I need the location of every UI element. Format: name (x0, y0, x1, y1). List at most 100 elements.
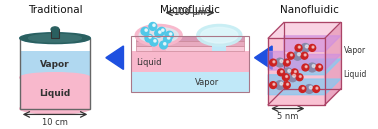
FancyBboxPatch shape (20, 51, 90, 78)
Circle shape (288, 73, 297, 82)
FancyBboxPatch shape (51, 29, 59, 38)
Circle shape (295, 45, 302, 51)
Circle shape (276, 58, 284, 67)
Circle shape (277, 69, 284, 76)
FancyBboxPatch shape (131, 72, 249, 92)
Circle shape (305, 66, 307, 68)
Text: Traditional: Traditional (28, 5, 82, 15)
Circle shape (145, 34, 153, 42)
Circle shape (309, 45, 316, 51)
Circle shape (301, 43, 310, 52)
Circle shape (316, 64, 322, 71)
Circle shape (299, 86, 306, 92)
Circle shape (167, 37, 170, 39)
Ellipse shape (20, 33, 90, 43)
FancyBboxPatch shape (20, 78, 90, 109)
Circle shape (169, 33, 172, 35)
Circle shape (280, 82, 283, 85)
Circle shape (154, 40, 156, 42)
Ellipse shape (139, 27, 178, 43)
Circle shape (291, 69, 298, 76)
Circle shape (312, 46, 314, 48)
Ellipse shape (29, 34, 81, 42)
Text: Vapor: Vapor (344, 46, 366, 55)
FancyBboxPatch shape (212, 45, 226, 51)
Circle shape (270, 59, 277, 66)
Circle shape (291, 54, 293, 56)
Circle shape (141, 27, 149, 35)
Circle shape (287, 61, 288, 63)
Circle shape (298, 46, 300, 48)
Circle shape (312, 64, 315, 67)
Circle shape (158, 27, 166, 35)
Ellipse shape (20, 33, 90, 43)
Circle shape (305, 85, 314, 93)
Text: Microfluidic: Microfluidic (160, 5, 220, 15)
Text: Liquid: Liquid (136, 58, 162, 67)
Circle shape (155, 29, 163, 37)
Polygon shape (268, 36, 341, 70)
Text: Nanofluidic: Nanofluidic (280, 5, 339, 15)
Circle shape (276, 81, 284, 90)
Circle shape (313, 86, 319, 92)
Circle shape (287, 83, 288, 85)
Circle shape (302, 64, 309, 71)
Polygon shape (268, 59, 341, 95)
Ellipse shape (197, 25, 242, 46)
Circle shape (273, 83, 275, 85)
Text: Liquid: Liquid (344, 70, 367, 79)
Circle shape (282, 74, 289, 81)
Circle shape (286, 75, 288, 77)
Ellipse shape (201, 27, 238, 43)
Circle shape (293, 74, 296, 77)
Ellipse shape (135, 25, 182, 46)
Circle shape (301, 52, 308, 59)
Circle shape (150, 38, 158, 46)
FancyBboxPatch shape (136, 46, 244, 51)
Text: 100 μm: 100 μm (174, 8, 206, 17)
Circle shape (305, 45, 308, 48)
Circle shape (309, 86, 312, 89)
FancyBboxPatch shape (152, 45, 166, 51)
Circle shape (319, 66, 321, 68)
Polygon shape (106, 46, 124, 69)
Circle shape (281, 71, 283, 73)
Circle shape (270, 82, 277, 88)
Circle shape (153, 24, 155, 26)
Circle shape (284, 68, 292, 77)
Circle shape (149, 22, 157, 30)
FancyBboxPatch shape (136, 41, 244, 46)
Circle shape (164, 43, 166, 45)
Circle shape (166, 31, 174, 39)
Circle shape (293, 51, 302, 60)
FancyBboxPatch shape (131, 51, 249, 72)
Circle shape (316, 87, 318, 89)
Polygon shape (325, 22, 341, 105)
Circle shape (159, 31, 161, 33)
Circle shape (160, 41, 167, 49)
Circle shape (294, 71, 296, 73)
Circle shape (296, 74, 303, 81)
FancyBboxPatch shape (136, 36, 244, 41)
Circle shape (149, 36, 151, 38)
Ellipse shape (20, 73, 90, 82)
Circle shape (287, 52, 294, 59)
Circle shape (304, 54, 306, 56)
Text: 10 cm: 10 cm (42, 118, 68, 127)
Circle shape (164, 35, 171, 43)
Circle shape (288, 69, 291, 72)
Text: Liquid: Liquid (39, 89, 71, 98)
Text: Vapor: Vapor (40, 60, 70, 69)
Text: Vapor: Vapor (195, 78, 219, 87)
Circle shape (145, 29, 147, 31)
Circle shape (273, 61, 275, 63)
Circle shape (297, 53, 301, 56)
Circle shape (308, 63, 317, 72)
Polygon shape (268, 38, 325, 105)
Ellipse shape (20, 103, 90, 114)
Circle shape (162, 29, 164, 31)
Circle shape (280, 60, 283, 63)
Ellipse shape (51, 27, 59, 32)
Circle shape (284, 59, 290, 66)
Text: 5 nm: 5 nm (277, 112, 299, 122)
